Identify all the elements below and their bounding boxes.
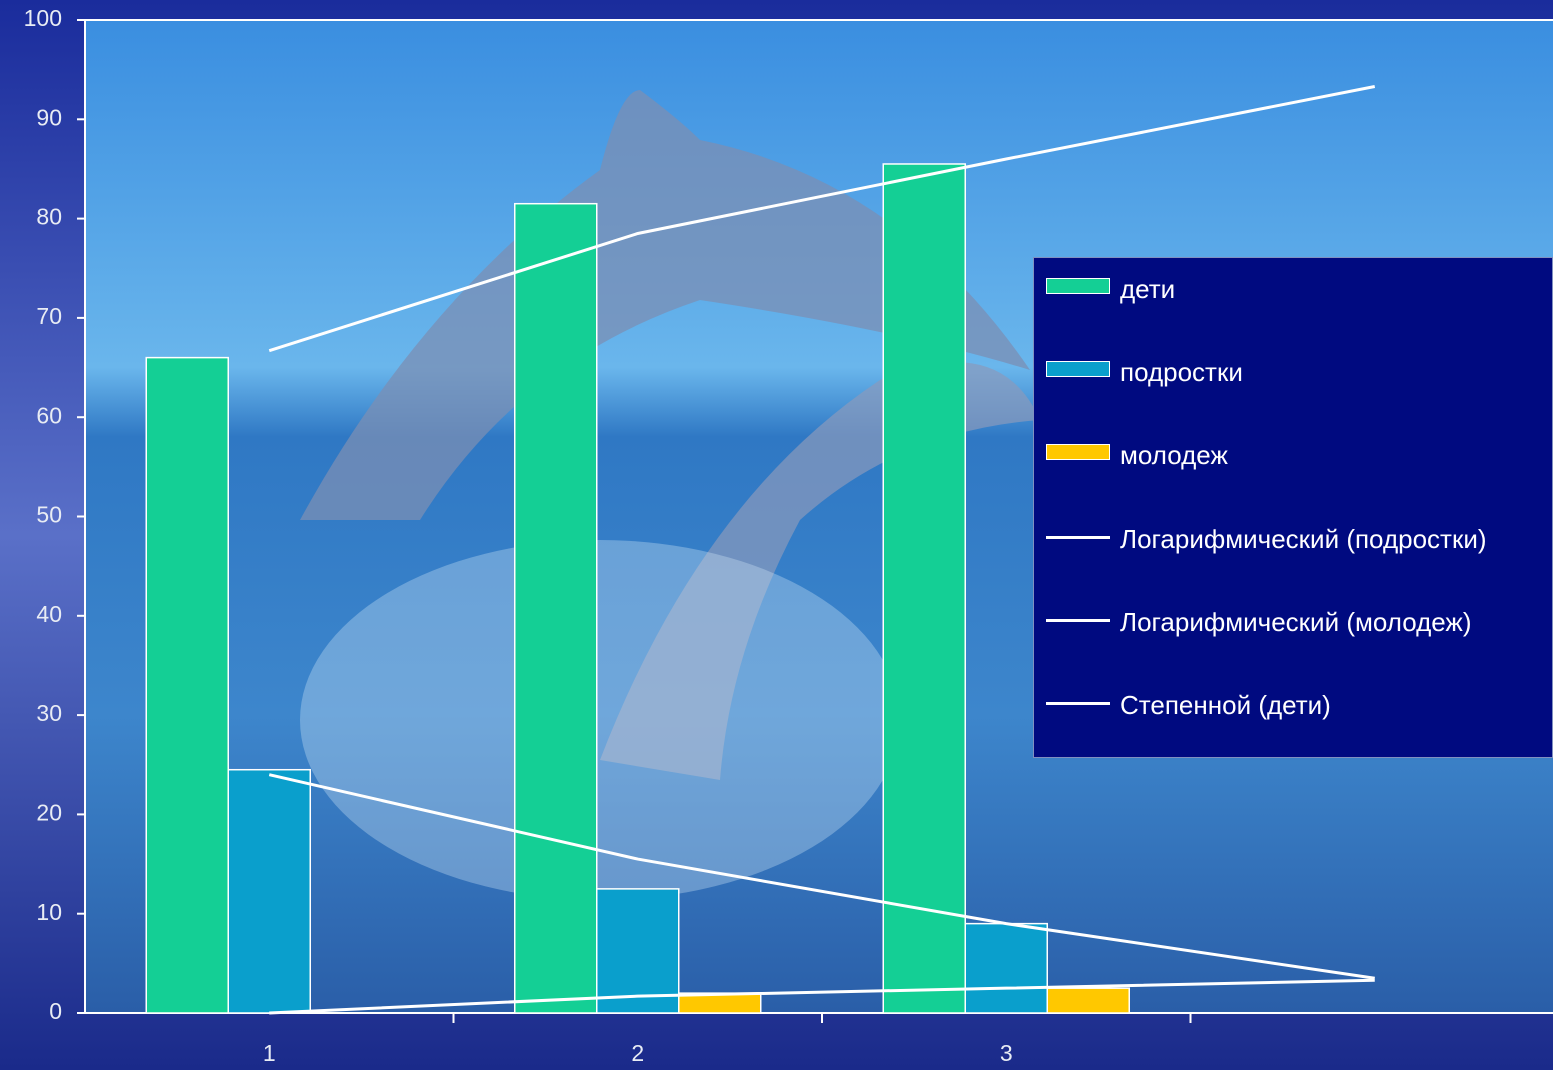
y-tick-label: 100 xyxy=(24,5,62,31)
legend-swatch xyxy=(1046,444,1110,460)
legend-label: дети xyxy=(1120,274,1176,304)
legend-swatch xyxy=(1046,361,1110,377)
bar xyxy=(964,922,1048,1014)
y-tick-label: 50 xyxy=(36,502,62,528)
dolphin xyxy=(300,90,1030,520)
bar xyxy=(882,163,966,1014)
x-tick-label: 1 xyxy=(263,1040,276,1066)
legend-label: молодеж xyxy=(1120,440,1228,470)
legend-item: Степенной (дети) xyxy=(1046,688,1550,722)
y-tick-label: 30 xyxy=(36,700,62,726)
y-tick-label: 70 xyxy=(36,303,62,329)
legend-label: Степенной (дети) xyxy=(1120,690,1331,720)
y-tick-label: 40 xyxy=(36,601,62,627)
trend-line xyxy=(268,773,1375,980)
trend-line xyxy=(268,85,1376,353)
x-tick-label: 2 xyxy=(631,1040,644,1066)
legend-label: Логарифмический (подростки) xyxy=(1120,524,1487,554)
legend-item: подростки xyxy=(1046,355,1550,389)
bar xyxy=(514,202,598,1014)
bar xyxy=(596,888,680,1014)
legend-item: молодеж xyxy=(1046,438,1550,472)
legend: дети подростки молодеж Логарифмический (под… xyxy=(1033,257,1553,758)
dolphin xyxy=(600,362,1040,780)
bar xyxy=(1046,987,1130,1014)
legend-swatch xyxy=(1046,278,1110,294)
y-tick-label: 20 xyxy=(36,799,62,825)
x-tick-label: 3 xyxy=(1000,1040,1013,1066)
y-tick-label: 60 xyxy=(36,402,62,428)
y-tick-label: 90 xyxy=(36,104,62,130)
y-tick-label: 80 xyxy=(36,204,62,230)
splash xyxy=(300,540,900,900)
trend-line xyxy=(269,978,1375,1015)
bar xyxy=(145,356,229,1014)
legend-swatch xyxy=(1046,536,1110,539)
legend-item: Логарифмический (подростки) xyxy=(1046,522,1550,556)
bar xyxy=(227,768,311,1014)
legend-swatch xyxy=(1046,619,1110,622)
legend-label: подростки xyxy=(1120,357,1243,387)
legend-swatch xyxy=(1046,702,1110,705)
y-tick-label: 0 xyxy=(49,998,62,1024)
legend-item: дети xyxy=(1046,272,1550,306)
legend-label: Логарифмический (молодеж) xyxy=(1120,607,1472,637)
y-tick-label: 10 xyxy=(36,899,62,925)
legend-item: Логарифмический (молодеж) xyxy=(1046,605,1550,639)
